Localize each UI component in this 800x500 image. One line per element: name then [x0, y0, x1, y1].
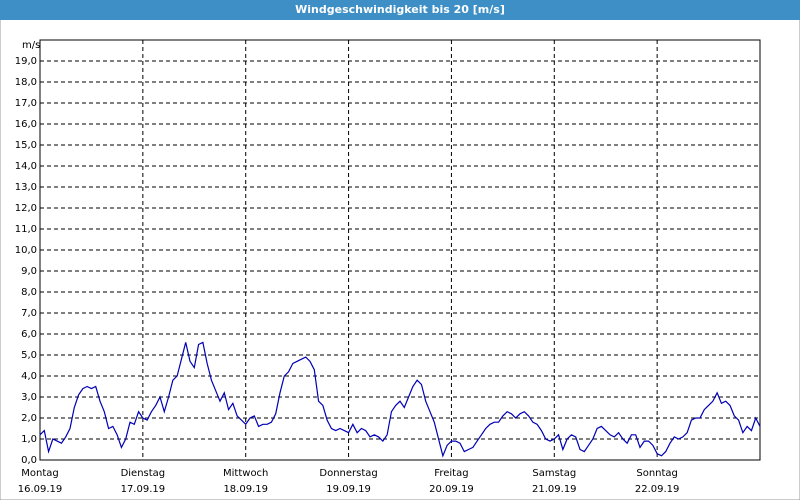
x-tick-date: 19.09.19: [326, 484, 371, 495]
y-tick-label: 5,0: [21, 350, 37, 361]
y-tick-label: 9,0: [21, 266, 37, 277]
x-tick-label: Dienstag: [121, 468, 166, 479]
x-tick-label: Mittwoch: [223, 468, 268, 479]
y-tick-label: 17,0: [15, 98, 37, 109]
y-tick-label: 14,0: [15, 161, 37, 172]
x-tick-date: 17.09.19: [121, 484, 166, 495]
x-tick-label: Montag: [21, 468, 58, 479]
x-tick-label: Samstag: [532, 468, 576, 479]
y-tick-label: 8,0: [21, 287, 37, 298]
y-tick-label: 1,0: [21, 434, 37, 445]
x-tick-date: 16.09.19: [18, 484, 63, 495]
y-tick-label: 2,0: [21, 413, 37, 424]
y-tick-label: 18,0: [15, 77, 37, 88]
x-tick-date: 21.09.19: [532, 484, 577, 495]
y-tick-label: 13,0: [15, 182, 37, 193]
y-tick-label: 15,0: [15, 140, 37, 151]
x-tick-label: Sonntag: [636, 468, 678, 479]
y-tick-label: 4,0: [21, 371, 37, 382]
x-tick-date: 22.09.19: [635, 484, 680, 495]
y-tick-label: 11,0: [15, 224, 37, 235]
x-tick-date: 20.09.19: [429, 484, 474, 495]
y-tick-label: 19,0: [15, 56, 37, 67]
data-line: [39, 341, 761, 458]
x-tick-label: Donnerstag: [319, 468, 377, 479]
y-tick-label: 0,0: [21, 455, 37, 466]
y-tick-label: 12,0: [15, 203, 37, 214]
y-tick-label: 3,0: [21, 392, 37, 403]
y-tick-label: 16,0: [15, 119, 37, 130]
y-tick-label: 7,0: [21, 308, 37, 319]
title-bar: [0, 0, 800, 20]
y-tick-label: 6,0: [21, 329, 37, 340]
y-unit: m/s: [22, 40, 40, 51]
y-tick-label: 10,0: [15, 245, 37, 256]
chart-title: Windgeschwindigkeit bis 20 [m/s]: [295, 3, 505, 16]
x-tick-label: Freitag: [434, 468, 468, 479]
x-tick-date: 18.09.19: [223, 484, 268, 495]
